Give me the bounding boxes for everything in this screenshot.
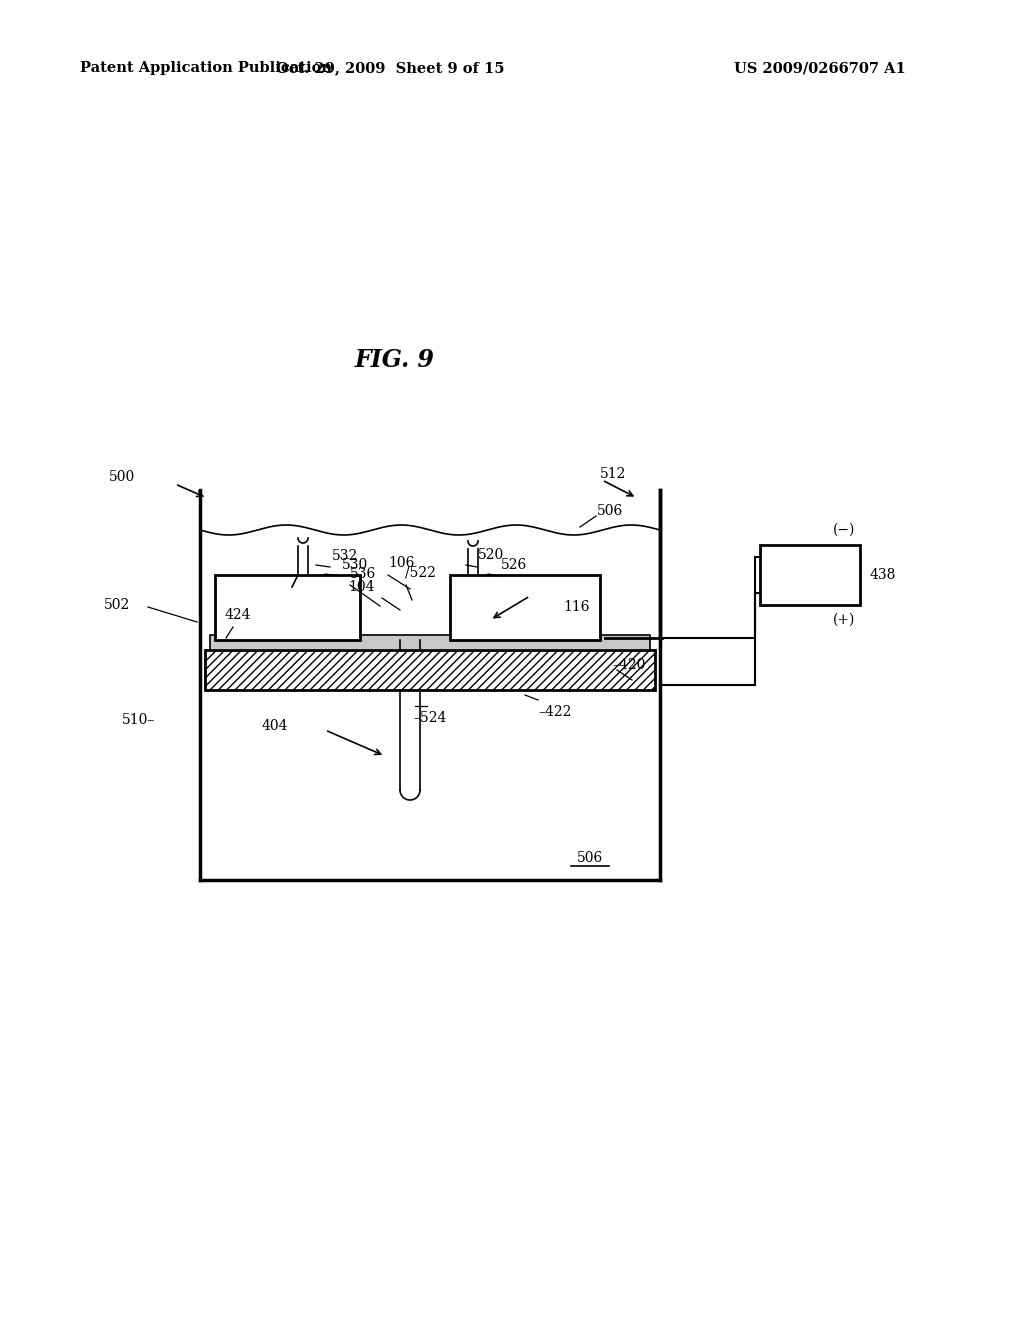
Text: FIG. 9: FIG. 9 xyxy=(355,348,435,372)
Text: –422: –422 xyxy=(538,705,571,719)
Text: US 2009/0266707 A1: US 2009/0266707 A1 xyxy=(734,61,906,75)
Text: /522: /522 xyxy=(406,566,436,579)
Text: 520: 520 xyxy=(478,548,504,562)
Text: Oct. 29, 2009  Sheet 9 of 15: Oct. 29, 2009 Sheet 9 of 15 xyxy=(275,61,504,75)
Bar xyxy=(450,576,600,640)
Text: 404: 404 xyxy=(262,719,289,733)
Text: 532: 532 xyxy=(332,549,358,564)
Text: Patent Application Publication: Patent Application Publication xyxy=(80,61,332,75)
Text: 506: 506 xyxy=(597,504,624,517)
Bar xyxy=(215,576,360,640)
Bar xyxy=(205,649,655,690)
Text: (+): (+) xyxy=(833,612,855,627)
Text: –524: –524 xyxy=(413,711,446,725)
Text: 510–: 510– xyxy=(122,713,155,727)
Text: 424: 424 xyxy=(225,609,252,622)
Text: 502: 502 xyxy=(103,598,130,612)
Bar xyxy=(210,635,650,649)
Text: 526: 526 xyxy=(501,558,527,572)
Text: 500: 500 xyxy=(109,470,135,484)
Text: (−): (−) xyxy=(833,523,855,537)
Text: 512: 512 xyxy=(600,467,627,480)
Text: 506: 506 xyxy=(577,851,603,865)
Bar xyxy=(205,649,655,690)
Bar xyxy=(760,545,860,605)
Text: 106: 106 xyxy=(388,556,415,570)
Text: 116: 116 xyxy=(563,601,590,614)
Text: 104: 104 xyxy=(348,579,375,594)
Text: 438: 438 xyxy=(870,568,896,582)
Text: –420: –420 xyxy=(612,657,645,672)
Text: 530: 530 xyxy=(342,558,369,572)
Text: 536: 536 xyxy=(350,568,376,581)
